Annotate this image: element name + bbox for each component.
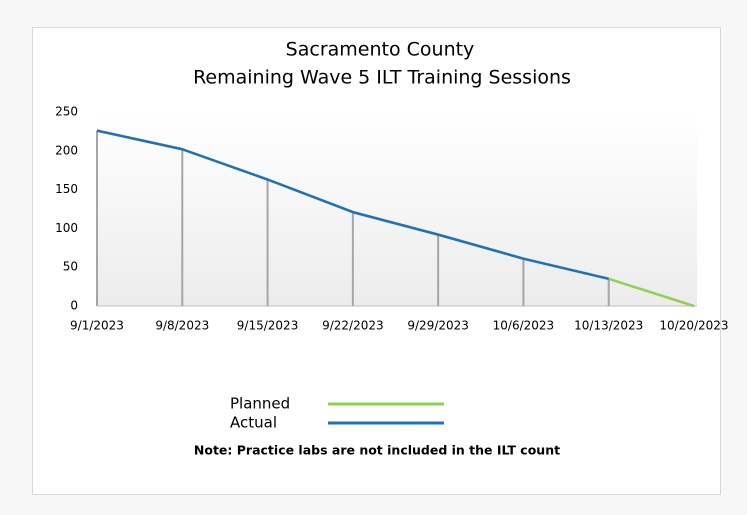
chart-subtitle: Remaining Wave 5 ILT Training Sessions xyxy=(193,67,571,89)
y-tick-label: 50 xyxy=(63,260,78,274)
x-tick-label: 9/29/2023 xyxy=(407,319,469,333)
y-tick-label: 250 xyxy=(55,105,78,119)
x-tick-label: 9/8/2023 xyxy=(155,319,209,333)
x-tick-label: 10/20/2023 xyxy=(659,319,728,333)
y-tick-label: 150 xyxy=(55,182,78,196)
y-tick-label: 100 xyxy=(55,221,78,235)
chart-title: Sacramento County xyxy=(286,39,475,61)
x-tick-label: 9/1/2023 xyxy=(70,319,124,333)
y-tick-label: 200 xyxy=(55,143,78,157)
note: Note: Practice labs are not included in … xyxy=(194,443,560,458)
x-tick-label: 9/15/2023 xyxy=(237,319,299,333)
series-line xyxy=(96,129,610,281)
legend-label: Planned xyxy=(230,395,290,413)
legend-label: Actual xyxy=(230,414,277,432)
x-tick-label: 10/6/2023 xyxy=(493,319,555,333)
x-tick-label: 10/13/2023 xyxy=(574,319,643,333)
plot-area xyxy=(97,112,697,306)
y-tick-label: 0 xyxy=(70,299,78,313)
x-tick-label: 9/22/2023 xyxy=(322,319,384,333)
